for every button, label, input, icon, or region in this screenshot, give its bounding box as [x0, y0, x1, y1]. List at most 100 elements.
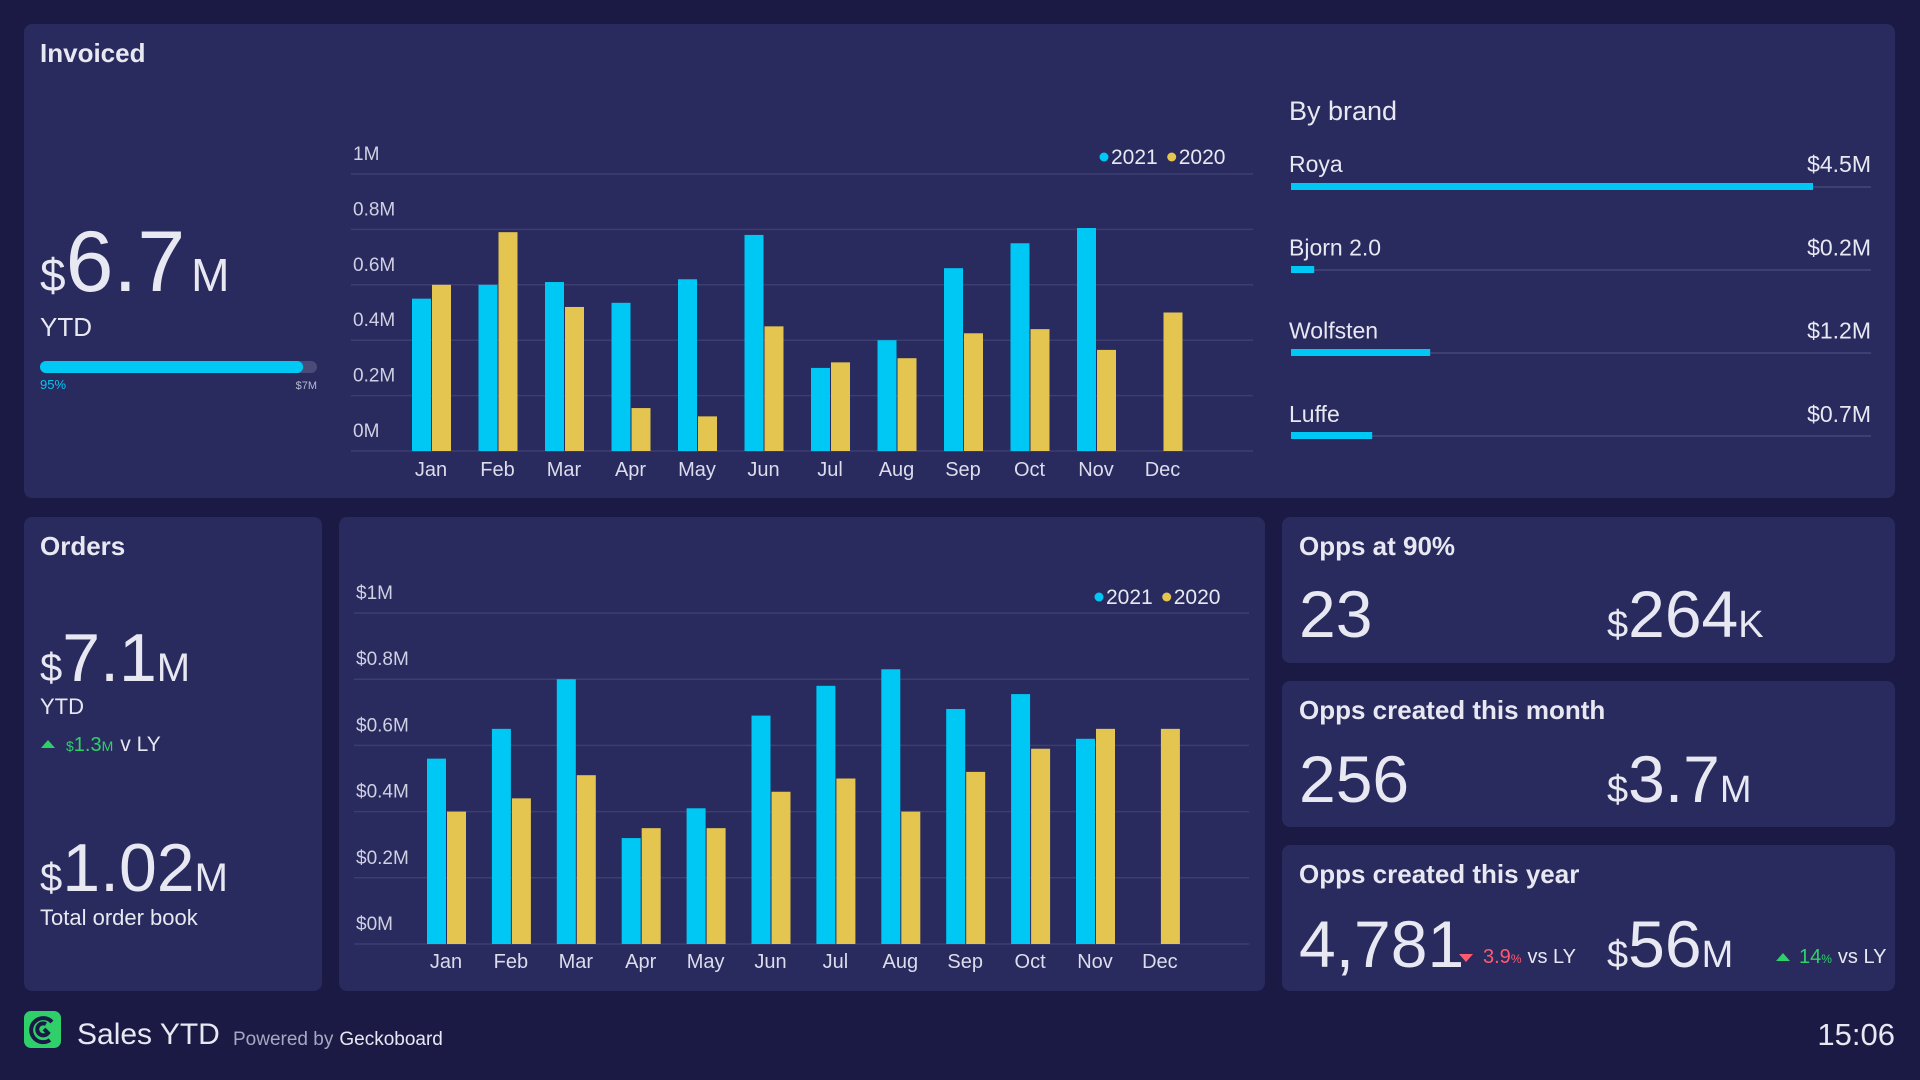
- x-tick-label: May: [678, 459, 716, 481]
- section-title: By brand: [1289, 96, 1397, 126]
- bar: [944, 268, 963, 451]
- opps-panel: [1282, 845, 1895, 991]
- bar: [1010, 243, 1030, 451]
- y-tick-label: 0.2M: [353, 366, 395, 387]
- brand-bar: [1291, 432, 1373, 439]
- x-tick-label: Apr: [625, 951, 656, 973]
- brand-value: $1.2M: [1807, 318, 1871, 344]
- brand-bar: [1291, 266, 1315, 273]
- unit: M: [157, 646, 190, 690]
- legend-dot: [1162, 592, 1172, 602]
- bar: [478, 284, 498, 451]
- legend-dot: [1167, 152, 1177, 162]
- x-tick-label: Dec: [1142, 951, 1178, 973]
- up-arrow: [41, 740, 55, 748]
- currency: $: [40, 646, 62, 690]
- y-tick-label: $1M: [356, 583, 393, 604]
- unit: %: [1821, 952, 1832, 966]
- amount: 3.9: [1483, 946, 1511, 968]
- bar: [498, 232, 518, 451]
- amount: 7.1: [62, 620, 157, 696]
- bar: [1076, 738, 1095, 944]
- legend-dot: [1094, 592, 1104, 602]
- x-tick-label: Mar: [559, 951, 594, 973]
- x-tick-label: Oct: [1014, 459, 1046, 481]
- legend-label: 2021: [1106, 586, 1153, 609]
- amount: 6.7: [66, 214, 186, 310]
- y-tick-label: $0.6M: [356, 715, 409, 736]
- bar: [816, 685, 836, 944]
- bar: [427, 758, 446, 944]
- kpi-caption: YTD: [40, 312, 92, 342]
- unit: M: [102, 738, 114, 754]
- bar: [491, 728, 511, 944]
- powered-by: Powered by: [233, 1029, 334, 1050]
- currency: $: [40, 249, 66, 301]
- unit: K: [1738, 604, 1763, 646]
- count: 4,781: [1299, 907, 1464, 981]
- bar: [751, 715, 771, 944]
- amount: 14: [1799, 946, 1821, 968]
- y-tick-label: $0.8M: [356, 649, 409, 670]
- change-text: vs LY: [1527, 946, 1576, 968]
- legend-label: 2020: [1179, 146, 1226, 169]
- brand-name: Bjorn 2.0: [1289, 234, 1381, 260]
- bar: [946, 708, 966, 944]
- x-tick-label: Feb: [480, 459, 514, 481]
- brand-bar: [1291, 349, 1431, 356]
- amount: 56: [1628, 907, 1701, 981]
- panel-title: Opps created this year: [1299, 859, 1579, 889]
- brand-name: Luffe: [1289, 401, 1340, 427]
- currency: $: [40, 856, 62, 900]
- x-tick-label: Oct: [1015, 951, 1047, 973]
- kpi-value: $264K: [1607, 577, 1764, 651]
- bar: [1163, 312, 1183, 451]
- kpi-value: $7.1M: [40, 620, 190, 696]
- unit: M: [191, 249, 229, 301]
- y-tick-label: 0.8M: [353, 199, 395, 220]
- bar: [836, 778, 856, 944]
- x-tick-label: Nov: [1078, 459, 1114, 481]
- panel-title: Opps at 90%: [1299, 531, 1455, 561]
- unit: M: [1702, 934, 1734, 976]
- progress-label: 95%: [40, 377, 66, 392]
- brand-name: Roya: [1289, 151, 1343, 177]
- amount: 1.02: [62, 830, 194, 906]
- kpi-change: 3.9% vs LY: [1483, 946, 1576, 968]
- progress-target: $7M: [296, 380, 317, 392]
- x-tick-label: Jun: [747, 459, 779, 481]
- kpi-change: $1.3M v LY: [66, 733, 161, 756]
- bar: [631, 408, 651, 451]
- currency: $: [1607, 934, 1628, 976]
- bar: [1031, 748, 1051, 944]
- x-tick-label: Jan: [430, 951, 462, 973]
- bar: [1096, 728, 1115, 944]
- bar: [881, 669, 901, 944]
- amount: 264: [1628, 577, 1738, 651]
- amount: 3.7: [1628, 742, 1720, 816]
- kpi-caption: Total order book: [40, 905, 199, 930]
- progress-fill: [40, 361, 304, 373]
- bar: [511, 798, 531, 944]
- x-tick-label: Sep: [947, 951, 983, 973]
- x-tick-label: May: [687, 951, 725, 973]
- y-tick-label: 0M: [353, 421, 379, 442]
- bar: [811, 367, 830, 451]
- kpi-value: $6.7 M: [40, 214, 229, 310]
- brand-value: $4.5M: [1807, 151, 1871, 177]
- count: 23: [1299, 577, 1372, 651]
- bar: [1160, 728, 1180, 944]
- x-tick-label: Apr: [615, 459, 646, 481]
- bar: [1077, 228, 1096, 451]
- bar: [556, 679, 576, 944]
- bar: [1097, 349, 1116, 451]
- bar: [678, 279, 697, 451]
- kpi-caption: YTD: [40, 694, 84, 719]
- y-tick-label: 1M: [353, 144, 379, 165]
- bar: [897, 358, 917, 451]
- legend-label: 2021: [1111, 146, 1158, 169]
- x-tick-label: Jul: [817, 459, 843, 481]
- powered-brand: Geckoboard: [339, 1029, 443, 1050]
